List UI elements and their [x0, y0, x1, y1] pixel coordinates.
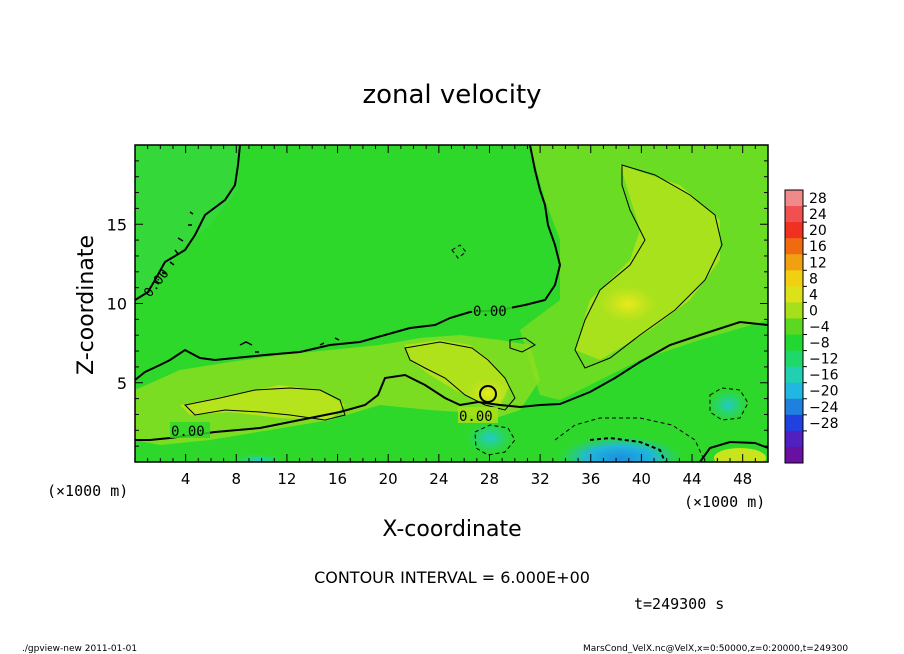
contour-speckles [154, 211, 340, 353]
colorbar-bin [785, 302, 803, 319]
colorbar-tick-label: 16 [809, 239, 827, 255]
time-text: t=249300 s [634, 595, 724, 613]
contour-labels: 0.00 0.00 0.00 0.00 [141, 267, 512, 440]
region-middle-maximum [468, 379, 508, 407]
y-axis: 5 10 15 [107, 160, 768, 447]
contour-label-0: 0.00 [473, 304, 507, 320]
colorbar-tick-label: −28 [809, 416, 839, 432]
velocity-field: 0.00 0.00 0.00 0.00 [135, 145, 768, 462]
colorbar-tick-label: −20 [809, 384, 839, 400]
region-right-core [600, 286, 656, 322]
colorbar-bin [785, 286, 803, 303]
x-axis: 4 8 12 16 20 24 28 32 36 40 44 48 [147, 145, 756, 488]
x-tick-label: 48 [733, 470, 752, 488]
colorbar-bin [785, 430, 803, 448]
colorbar-tick-label: −16 [809, 368, 839, 384]
colorbar-bin [785, 254, 803, 271]
negative-contours [451, 244, 749, 462]
y-tick-label: 15 [107, 215, 127, 234]
x-tick-label: 28 [480, 470, 499, 488]
colorbar-bin [785, 270, 803, 287]
y-tick-label: 5 [117, 374, 127, 393]
colorbar-tick-label: 24 [809, 207, 827, 223]
colorbar-tick-label: 0 [809, 303, 818, 319]
contour-label-2: 0.00 [171, 424, 205, 440]
colorbar-tick-label: −12 [809, 352, 839, 368]
footer-left: ./gpview-new 2011-01-01 [22, 644, 137, 654]
chart-title: zonal velocity [362, 80, 541, 110]
y-tick-label: 10 [107, 295, 127, 314]
colorbar-tick-label: 20 [809, 223, 827, 239]
region-lower-band-core [180, 385, 345, 420]
x-unit-left: (×1000 m) [47, 482, 128, 500]
x-tick-label: 36 [581, 470, 600, 488]
footer-right: MarsCond_VelX.nc@VelX,x=0:50000,z=0:2000… [583, 644, 848, 654]
x-axis-label: X-coordinate [382, 517, 521, 542]
colorbar-tick-label: 28 [809, 191, 827, 207]
colorbar-tick-label: −4 [809, 320, 830, 336]
contour-interval-text: CONTOUR INTERVAL = 6.000E+00 [314, 568, 590, 587]
contour-label-1: 0.00 [459, 409, 493, 425]
colorbar-tick-label: 8 [809, 271, 818, 287]
region-negative-bottom [558, 436, 682, 462]
colorbar-tick-label: 12 [809, 255, 827, 271]
colorbar-tick-label: −8 [809, 336, 830, 352]
region-negative-left [466, 422, 514, 454]
colorbar-bin [785, 414, 803, 432]
positive-contours [183, 164, 723, 421]
colorbar-bin [785, 318, 803, 336]
colorbar-bin [785, 366, 803, 384]
x-tick-label: 12 [277, 470, 296, 488]
region-bottom-right-positive [714, 448, 766, 462]
region-negative-small [232, 454, 284, 462]
x-unit-right: (×1000 m) [684, 493, 765, 511]
colorbar-bin [785, 382, 803, 400]
colorbar-bin [785, 334, 803, 352]
colorbar-bin [785, 206, 803, 223]
x-tick-label: 20 [379, 470, 398, 488]
zero-contours [135, 145, 768, 462]
colorbar-tick-label: 4 [809, 287, 818, 303]
colorbar-bin [785, 350, 803, 368]
colorbar-bin [785, 398, 803, 416]
colorbar-tick-label: −24 [809, 400, 839, 416]
x-tick-label: 8 [232, 470, 242, 488]
y-axis-label: Z-coordinate [74, 235, 99, 375]
region-upper-positive [135, 145, 240, 300]
region-negative-right [708, 389, 748, 421]
x-tick-label: 16 [328, 470, 347, 488]
x-tick-label: 4 [181, 470, 191, 488]
x-tick-label: 32 [531, 470, 550, 488]
colorbar-bin [785, 446, 803, 464]
x-tick-label: 40 [632, 470, 651, 488]
x-tick-label: 44 [682, 470, 701, 488]
colorbar-bin [785, 222, 803, 239]
colorbar-frame [784, 189, 804, 464]
x-tick-label: 24 [429, 470, 448, 488]
colorbar-bin [785, 238, 803, 255]
colorbar-bin [785, 190, 803, 207]
